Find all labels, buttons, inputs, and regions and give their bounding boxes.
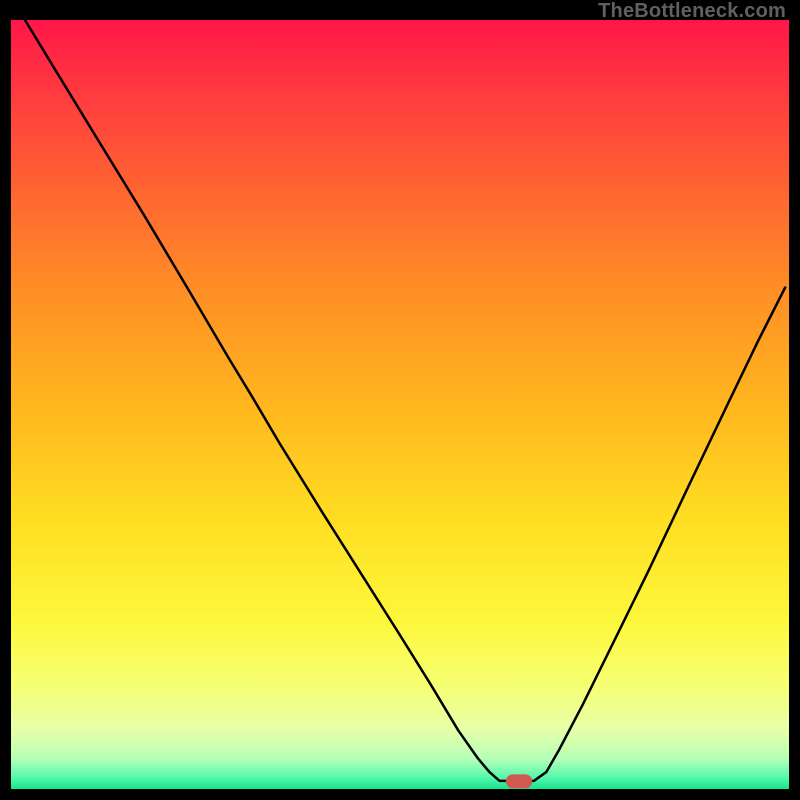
watermark-text: TheBottleneck.com xyxy=(598,0,786,23)
gradient-bg xyxy=(11,20,789,789)
minimum-marker xyxy=(506,774,532,788)
bottleneck-chart xyxy=(11,20,789,789)
